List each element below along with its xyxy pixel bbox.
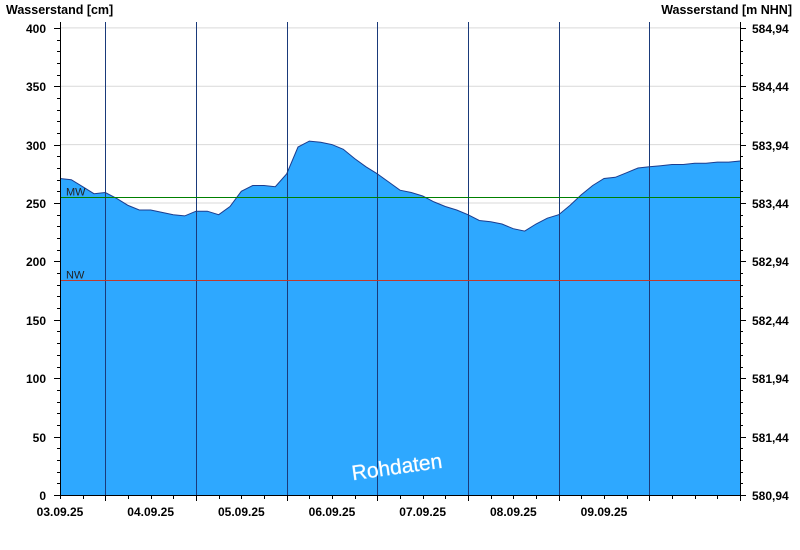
right-tick-label: 583,94 [752,139,789,153]
right-tick-label: 584,44 [752,80,789,94]
x-tick-label: 04.09.25 [127,505,174,519]
x-tick-label: 08.09.25 [490,505,537,519]
water-level-area [60,141,740,495]
y-tick-label: 100 [26,372,46,386]
x-tick-label: 03.09.25 [37,505,84,519]
right-tick-label: 581,44 [752,431,789,445]
y-tick-label: 150 [26,314,46,328]
x-tick-label: 09.09.25 [581,505,628,519]
water-level-line [59,140,741,232]
y-tick-label: 0 [39,489,46,503]
y-tick-label: 250 [26,197,46,211]
reference-label-mw: MW [66,187,86,199]
y-tick-label: 50 [33,431,47,445]
y-tick-label: 200 [26,255,46,269]
x-tick-label: 05.09.25 [218,505,265,519]
right-tick-label: 582,44 [752,314,789,328]
right-tick-label: 581,94 [752,372,789,386]
right-tick-label: 583,44 [752,197,789,211]
day-separators [105,22,650,495]
left-y-ticks: 0 50 100 150 200 250 300 350 400 [26,22,60,503]
x-tick-label: 06.09.25 [309,505,356,519]
right-tick-label: 584,94 [752,22,789,36]
right-y-ticks: 580,94 581,44 581,94 582,44 582,94 583,44 583,… [740,22,789,503]
right-axis-title: Wasserstand [m NHN] [661,3,792,17]
y-tick-label: 400 [26,22,46,36]
y-tick-label: 350 [26,80,46,94]
reference-label-nw: NW [66,270,85,282]
right-tick-label: 582,94 [752,255,789,269]
left-axis-title: Wasserstand [cm] [6,3,113,17]
x-ticks: 03.09.25 04.09.25 05.09.25 06.09.25 07.09.25… [37,495,741,519]
y-tick-label: 300 [26,139,46,153]
reference-lines: MW NW [60,187,740,282]
right-tick-label: 580,94 [752,489,789,503]
x-tick-label: 07.09.25 [399,505,446,519]
